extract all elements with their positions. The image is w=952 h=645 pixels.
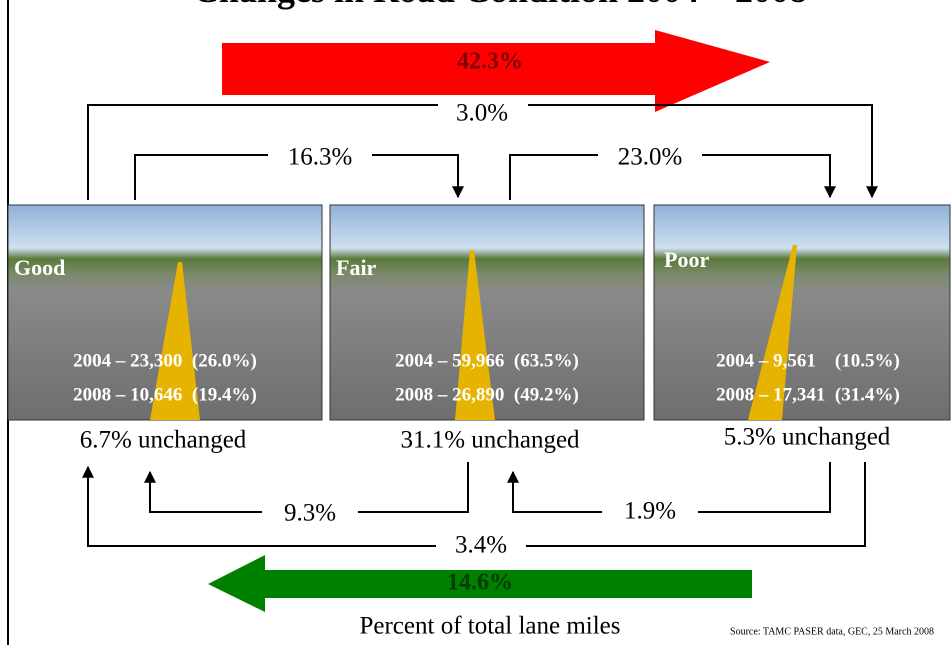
unchanged-label: 31.1% unchanged — [400, 427, 580, 454]
transition-label: 1.9% — [624, 498, 676, 525]
increase-label: 42.3% — [457, 49, 523, 75]
transition-label: 3.4% — [455, 532, 507, 559]
unchanged-label: 5.3% unchanged — [724, 424, 891, 451]
condition-stat: 2004 – 23,300 (26.0%) — [73, 350, 257, 371]
condition-stat: 2008 – 26,890 (49.2%) — [395, 384, 579, 405]
transition-label: 23.0% — [618, 144, 683, 171]
condition-name: Fair — [336, 255, 377, 280]
decrease-label: 14.6% — [447, 570, 513, 596]
slide: Changes in Road Condition 2004 – 2008 42… — [0, 0, 952, 645]
condition-name: Good — [14, 255, 65, 280]
transition-label: 3.0% — [456, 100, 508, 127]
transition-label: 16.3% — [288, 144, 353, 171]
condition-stat: 2004 – 9,561 (10.5%) — [716, 350, 900, 371]
title: Changes in Road Condition 2004 – 2008 — [193, 0, 807, 10]
condition-stat: 2008 – 17,341 (31.4%) — [716, 384, 900, 405]
condition-name: Poor — [664, 247, 709, 272]
source: Source: TAMC PASER data, GEC, 25 March 2… — [730, 626, 934, 637]
condition-stat: 2004 – 59,966 (63.5%) — [395, 350, 579, 371]
unchanged-label: 6.7% unchanged — [80, 427, 247, 454]
transition-label: 9.3% — [284, 500, 336, 527]
caption: Percent of total lane miles — [359, 613, 620, 640]
condition-stat: 2008 – 10,646 (19.4%) — [73, 384, 257, 405]
